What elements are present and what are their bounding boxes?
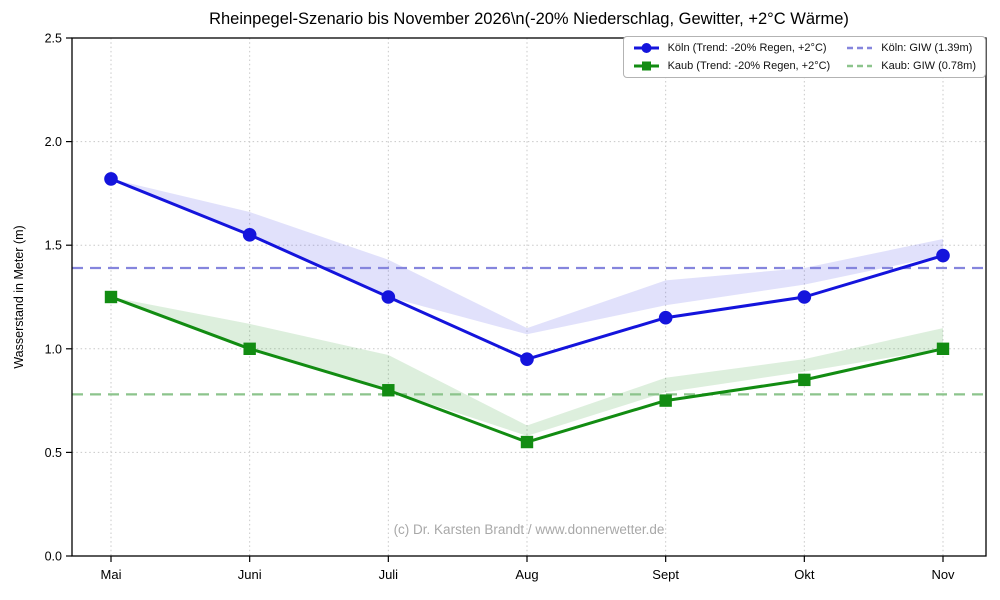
- x-tick-label: Juni: [238, 567, 262, 582]
- legend-entry-kaub-trend: Kaub (Trend: -20% Regen, +2°C): [633, 59, 831, 72]
- koeln-data-point: [658, 310, 673, 325]
- y-tick-label: 0.0: [45, 550, 62, 564]
- legend-entry-kaub-giw: Kaub: GIW (0.78m): [846, 60, 976, 72]
- legend-entry-koeln-trend: Köln (Trend: -20% Regen, +2°C): [633, 42, 831, 54]
- kaub-line-swatch: [633, 60, 660, 72]
- kaub-giw-swatch: [846, 60, 873, 72]
- koeln-data-point: [520, 352, 534, 366]
- kaub-giw-swatch-icon: [847, 64, 873, 68]
- koeln-giw-swatch: [846, 42, 873, 54]
- legend-label-kaub-giw: Kaub: GIW (0.78m): [881, 59, 976, 72]
- legend-label-koeln-trend: Köln (Trend: -20% Regen, +2°C): [667, 41, 827, 54]
- legend-entry-koeln-giw: Köln: GIW (1.39m): [846, 42, 976, 54]
- y-tick-label: 1.5: [45, 239, 62, 253]
- kaub-uncertainty-band: [111, 297, 943, 436]
- plot-background: [72, 38, 986, 556]
- watermark-text: (c) Dr. Karsten Brandt / www.donnerwette…: [393, 522, 665, 537]
- koeln-trend-swatch-icon: [633, 43, 659, 53]
- legend-label-kaub-trend: Kaub (Trend: -20% Regen, +2°C): [667, 59, 831, 72]
- x-tick-label: Okt: [794, 567, 815, 582]
- koeln-giw-swatch-icon: [847, 46, 873, 50]
- y-tick-label: 1.0: [45, 342, 62, 356]
- kaub-data-point: [104, 290, 118, 304]
- x-tick-label: Nov: [931, 567, 955, 582]
- kaub-data-point: [243, 342, 256, 356]
- legend: Köln (Trend: -20% Regen, +2°C) Kaub (Tre…: [622, 36, 986, 78]
- koeln-data-point: [104, 172, 118, 186]
- legend-label-koeln-giw: Köln: GIW (1.39m): [881, 41, 973, 54]
- y-tick-label: 0.5: [45, 446, 62, 460]
- koeln-data-point: [797, 290, 812, 304]
- x-tick-label: Mai: [101, 567, 122, 582]
- kaub-data-point: [659, 394, 672, 407]
- kaub-data-point: [382, 384, 395, 397]
- legend-column-series: Köln (Trend: -20% Regen, +2°C) Kaub (Tre…: [633, 42, 831, 72]
- koeln-data-point: [936, 248, 950, 263]
- legend-column-reference: Köln: GIW (1.39m) Kaub: GIW (0.78m): [846, 42, 976, 72]
- chart-title: Rheinpegel-Szenario bis November 2026\n(…: [209, 10, 849, 28]
- plot-frame: [71, 37, 987, 557]
- y-axis-label: Wasserstand in Meter (m): [12, 225, 26, 369]
- x-tick-label: Sept: [652, 567, 679, 582]
- kaub-data-point: [520, 435, 534, 449]
- koeln-data-point: [242, 228, 257, 242]
- kaub-trend-swatch-icon: [633, 61, 659, 71]
- y-tick-label: 2.5: [45, 32, 62, 46]
- kaub-data-point: [798, 373, 811, 387]
- x-tick-label: Juli: [379, 567, 399, 582]
- kaub-data-point: [936, 342, 950, 356]
- y-tick-label: 2.0: [45, 135, 62, 149]
- koeln-line-swatch: [633, 42, 660, 54]
- x-tick-label: Aug: [515, 567, 538, 582]
- koeln-data-point: [381, 290, 396, 304]
